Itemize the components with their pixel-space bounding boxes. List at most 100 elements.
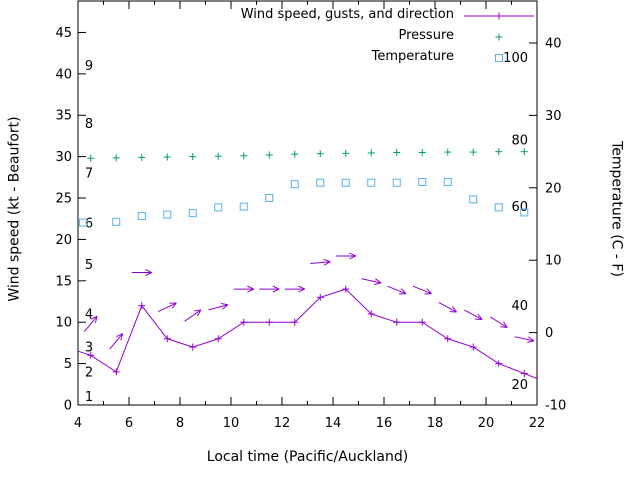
legend-item-pressure: Pressure [241,25,536,46]
x-tick-label: 6 [125,416,133,431]
temperature-point [494,203,503,212]
temperature-point [316,178,325,187]
legend-marker-wind-line-icon [462,8,536,22]
y-axis-label-left: Wind speed (kt - Beaufort) [6,116,23,302]
right-inner-scale-label: 40 [511,299,528,314]
temperature-point [214,203,223,212]
gust-direction-arrow-head [220,303,228,306]
gust-direction-arrow-head [323,258,331,263]
gust-direction-arrow-head [94,316,98,324]
y-tick-label-right: -10 [545,399,566,414]
gust-direction-arrow [412,285,432,295]
x-tick-label: 12 [274,416,291,431]
gust-direction-arrow-head [375,278,382,284]
y-tick-label-left: 15 [55,274,72,289]
beaufort-scale-label: 3 [85,341,93,356]
temperature-point [188,209,197,218]
beaufort-scale-label: 8 [85,117,93,132]
beaufort-scale-label: 5 [85,258,93,273]
legend-item-temperature: Temperature [241,46,536,67]
gust-direction-arrow [310,261,331,264]
gust-direction-arrow [83,315,98,332]
right-inner-scale-label: 20 [511,378,528,393]
y-tick-label-left: 45 [55,26,72,41]
gust-direction-arrow [464,309,483,320]
y-tick-label-left: 30 [55,150,72,165]
beaufort-scale-label: 4 [85,307,93,322]
y-tick-label-left: 10 [55,316,72,331]
right-inner-scale-label: 100 [503,51,528,66]
gust-direction-arrow [387,285,407,295]
y-tick-label-right: 20 [545,181,562,196]
gust-direction-arrow-head [145,269,152,273]
legend-label-temperature: Temperature [371,49,454,64]
gust-direction-arrow-head [323,261,331,266]
temperature-point [367,178,376,187]
beaufort-scale-label: 1 [85,390,93,405]
beaufort-scale-label: 7 [85,167,93,182]
y-tick-label-left: 25 [55,192,72,207]
gust-direction-arrow-head [197,309,202,317]
x-tick-label: 16 [376,416,393,431]
gust-direction-arrow-head [477,313,483,320]
legend-label-wind: Wind speed, gusts, and direction [240,7,454,22]
gust-direction-arrow-head [426,288,432,295]
temperature-point [79,218,88,227]
x-tick-label: 18 [427,416,444,431]
beaufort-scale-label: 2 [85,365,93,380]
beaufort-scale-label: 9 [85,59,93,74]
y-tick-label-left: 20 [55,233,72,248]
gust-direction-arrow-head [400,288,407,295]
temperature-point [520,208,529,217]
gust-direction-arrow [184,309,202,322]
gust-direction-arrow-head [120,333,124,341]
x-tick-label: 14 [325,416,342,431]
beaufort-scale-label: 6 [85,216,93,231]
gust-direction-arrow-head [349,252,356,257]
temperature-point [137,212,146,221]
gust-direction-arrow-head [500,326,508,329]
y-tick-label-right: 0 [545,326,553,341]
gust-direction-arrow-head [298,285,305,290]
x-tick-label: 10 [223,416,240,431]
gust-direction-arrow-head [272,285,280,290]
gust-direction-arrow-head [528,336,535,342]
y-tick-label-left: 40 [55,67,72,82]
legend-label-pressure: Pressure [398,28,454,43]
temperature-point [443,178,452,187]
gust-direction-arrow-head [247,285,254,290]
temperature-point [341,178,350,187]
temperature-point [163,210,172,219]
temperature-point [239,202,248,211]
chart-legend: Wind speed, gusts, and direction Pressur… [241,4,536,67]
gust-direction-arrow-head [145,272,152,276]
gust-direction-arrow-head [272,288,280,293]
y-tick-label-right: 30 [545,109,562,124]
gust-direction-arrow [109,333,124,350]
right-inner-scale-label: 60 [511,200,528,215]
y-tick-label-left: 5 [64,357,72,372]
y-axis-label-right: Temperature (C - F) [608,141,625,277]
gust-direction-arrow-head [222,304,229,310]
gust-direction-arrow [490,316,508,328]
y-tick-label-left: 35 [55,109,72,124]
gust-direction-arrow-head [90,315,98,320]
gust-direction-arrow [514,336,535,342]
y-tick-label-left: 0 [64,399,72,414]
x-tick-label: 4 [74,416,82,431]
gust-direction-arrow [157,302,177,312]
gust-direction-arrow-head [116,333,123,338]
x-tick-label: 8 [176,416,184,431]
temperature-point [418,178,427,187]
gust-direction-arrow-head [247,288,254,293]
gust-direction-arrow [438,302,457,313]
right-inner-scale-label: 80 [511,134,528,149]
y-tick-label-right: 40 [545,36,562,51]
temperature-point [392,178,401,187]
gust-direction-arrow-head [527,340,535,343]
x-tick-label: 22 [529,416,546,431]
gust-direction-arrow-head [451,306,457,313]
gust-direction-arrow [208,304,229,311]
